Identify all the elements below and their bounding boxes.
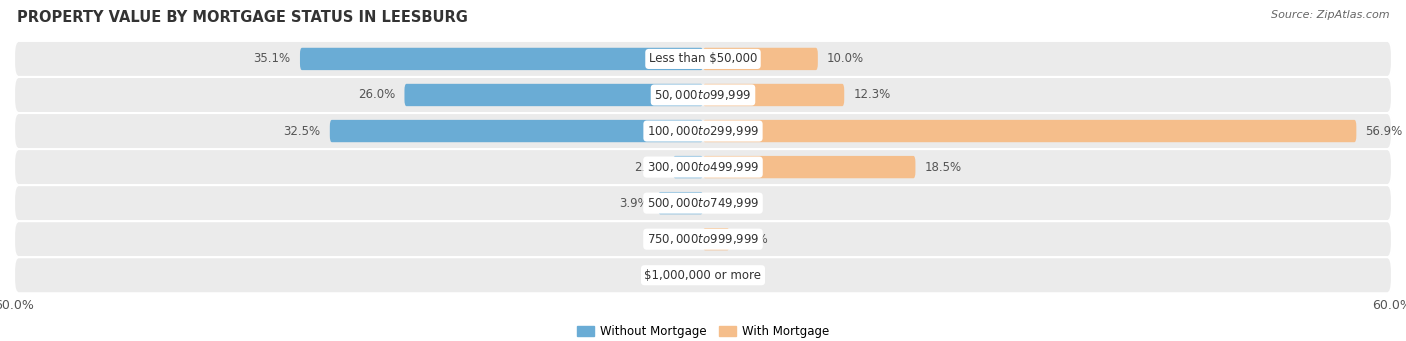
Text: Source: ZipAtlas.com: Source: ZipAtlas.com [1271,10,1389,20]
Text: 0.0%: 0.0% [664,269,693,282]
FancyBboxPatch shape [14,77,1392,113]
FancyBboxPatch shape [14,113,1392,149]
Text: 12.3%: 12.3% [853,89,890,102]
FancyBboxPatch shape [673,156,703,178]
Text: $100,000 to $299,999: $100,000 to $299,999 [647,124,759,138]
FancyBboxPatch shape [703,48,818,70]
Text: 3.9%: 3.9% [619,197,650,210]
Text: 18.5%: 18.5% [925,161,962,174]
Legend: Without Mortgage, With Mortgage: Without Mortgage, With Mortgage [572,321,834,341]
Text: PROPERTY VALUE BY MORTGAGE STATUS IN LEESBURG: PROPERTY VALUE BY MORTGAGE STATUS IN LEE… [17,10,468,25]
FancyBboxPatch shape [405,84,703,106]
FancyBboxPatch shape [299,48,703,70]
Text: 26.0%: 26.0% [359,89,395,102]
FancyBboxPatch shape [330,120,703,142]
Text: 0.0%: 0.0% [713,197,742,210]
Text: $500,000 to $749,999: $500,000 to $749,999 [647,196,759,210]
Text: $750,000 to $999,999: $750,000 to $999,999 [647,232,759,246]
FancyBboxPatch shape [14,257,1392,293]
FancyBboxPatch shape [14,41,1392,77]
Text: 56.9%: 56.9% [1365,124,1403,137]
Text: 2.3%: 2.3% [738,233,768,246]
FancyBboxPatch shape [658,192,703,214]
Text: 32.5%: 32.5% [284,124,321,137]
Text: 0.0%: 0.0% [664,233,693,246]
FancyBboxPatch shape [14,221,1392,257]
FancyBboxPatch shape [703,84,844,106]
FancyBboxPatch shape [14,149,1392,185]
Text: 35.1%: 35.1% [253,53,291,65]
Text: $1,000,000 or more: $1,000,000 or more [644,269,762,282]
Text: $50,000 to $99,999: $50,000 to $99,999 [654,88,752,102]
FancyBboxPatch shape [703,228,730,250]
Text: $300,000 to $499,999: $300,000 to $499,999 [647,160,759,174]
Text: 0.0%: 0.0% [713,269,742,282]
Text: Less than $50,000: Less than $50,000 [648,53,758,65]
FancyBboxPatch shape [14,185,1392,221]
Text: 2.6%: 2.6% [634,161,664,174]
Text: 10.0%: 10.0% [827,53,865,65]
FancyBboxPatch shape [703,156,915,178]
FancyBboxPatch shape [703,120,1357,142]
